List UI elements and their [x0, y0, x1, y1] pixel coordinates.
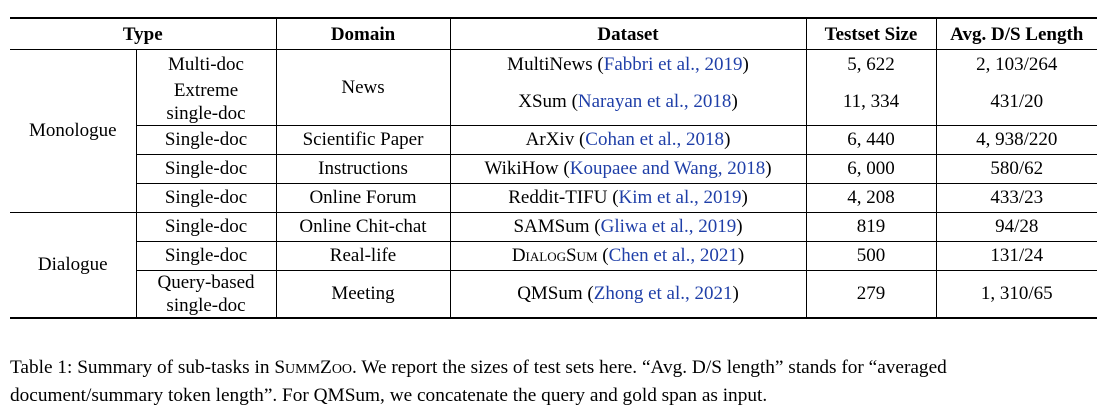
subtype-cell: Single-doc: [135, 211, 277, 241]
caption-label: Table 1:: [10, 357, 73, 378]
table-row: Monologue Multi-doc News MultiNews (Fabb…: [10, 49, 1098, 141]
length-cell: 94/28: [935, 211, 1098, 241]
subtype-cell: Single-doc: [135, 240, 277, 270]
table-row: Single-doc Scientific Paper ArXiv (Cohan…: [10, 124, 1098, 154]
group-dialogue: Dialogue: [10, 211, 136, 318]
header-row: Type Domain Dataset Testset Size Avg. D/…: [10, 18, 1098, 50]
length-cell: 1, 310/65: [935, 269, 1098, 318]
dataset-name: Reddit-TIFU: [508, 187, 608, 208]
citation-link[interactable]: Zhong et al., 2021: [593, 283, 733, 304]
subtype-cell: Single-doc: [135, 124, 277, 154]
header-type: Type: [10, 18, 277, 50]
dataset-cell: XSum (Narayan et al., 2018): [449, 78, 807, 125]
size-cell: 279: [805, 269, 937, 318]
subtype-cell: Single-doc: [135, 182, 277, 212]
size-cell: 819: [805, 211, 937, 241]
dataset-cell: ArXiv (Cohan et al., 2018): [449, 124, 807, 154]
dataset-cell: DialogSum (Chen et al., 2021): [449, 240, 807, 270]
table-row: Dialogue Single-doc Online Chit-chat SAM…: [10, 211, 1098, 318]
size-cell: 4, 208: [805, 182, 937, 212]
dataset-cell: MultiNews (Fabbri et al., 2019): [449, 49, 807, 79]
subtype-line-2: single-doc: [166, 294, 246, 316]
dataset-cell: WikiHow (Koupaee and Wang, 2018): [449, 153, 807, 183]
header-domain: Domain: [275, 18, 451, 50]
table-row: Single-doc Online Forum Reddit-TIFU (Kim…: [10, 182, 1098, 212]
subtype-cell: Query-based single-doc: [135, 269, 277, 318]
citation-link[interactable]: Kim et al., 2019: [618, 187, 742, 208]
size-cell: 6, 440: [805, 124, 937, 154]
domain-cell: Real-life: [275, 240, 451, 270]
dataset-cell: SAMSum (Gliwa et al., 2019): [449, 211, 807, 241]
length-cell: 131/24: [935, 240, 1098, 270]
caption-post: . We report the sizes of test sets here.…: [10, 357, 947, 406]
dataset-name: MultiNews: [507, 53, 593, 75]
summary-table: Type Domain Dataset Testset Size Avg. D/…: [10, 17, 1098, 319]
caption-pre: Summary of sub-tasks in: [77, 357, 270, 378]
domain-cell: Instructions: [275, 153, 451, 183]
group-monologue: Monologue: [28, 120, 117, 142]
table-caption: Table 1: Summary of sub-tasks in SummZoo…: [10, 354, 1100, 410]
citation-link[interactable]: Fabbri et al., 2019: [603, 53, 743, 75]
subtype-cell: Single-doc: [135, 153, 277, 183]
domain-cell: News: [275, 49, 451, 125]
dataset-cell: QMSum (Zhong et al., 2021): [449, 269, 807, 318]
subtype-line-1: Extreme: [173, 79, 239, 101]
length-cell: 2, 103/264: [935, 49, 1098, 79]
domain-cell: Scientific Paper: [275, 124, 451, 154]
table-row: Query-based single-doc Meeting QMSum (Zho…: [10, 269, 1098, 318]
size-cell: 500: [805, 240, 937, 270]
dataset-cell: Reddit-TIFU (Kim et al., 2019): [449, 182, 807, 212]
length-cell: 580/62: [935, 153, 1098, 183]
citation-link[interactable]: Koupaee and Wang, 2018: [569, 158, 766, 179]
citation-link[interactable]: Gliwa et al., 2019: [600, 216, 737, 237]
dataset-name: WikiHow: [484, 158, 559, 179]
domain-cell: Online Forum: [275, 182, 451, 212]
table-row: Single-doc Instructions WikiHow (Koupaee…: [10, 153, 1098, 183]
header-avg-length: Avg. D/S Length: [935, 18, 1098, 50]
subtype-cell: Multi-doc: [135, 49, 277, 79]
length-cell: 431/20: [935, 78, 1098, 125]
domain-cell: Online Chit-chat: [275, 211, 451, 241]
dataset-name: DialogSum: [511, 245, 598, 266]
citation-link[interactable]: Cohan et al., 2018: [585, 129, 725, 150]
citation-link[interactable]: Narayan et al., 2018: [577, 91, 732, 112]
subtype-line-2: single-doc: [166, 102, 246, 124]
size-cell: 6, 000: [805, 153, 937, 183]
caption-benchmark-name: SummZoo: [274, 357, 353, 378]
dataset-name: XSum: [518, 91, 567, 112]
domain-cell: Meeting: [275, 269, 451, 318]
size-cell: 5, 622: [805, 49, 937, 79]
length-cell: 4, 938/220: [935, 124, 1098, 154]
table-row: Extreme single-doc XSum (Narayan et al., …: [10, 78, 1098, 125]
citation-link[interactable]: Chen et al., 2021: [608, 245, 738, 266]
header-dataset: Dataset: [449, 18, 807, 50]
length-cell: 433/23: [935, 182, 1098, 212]
size-cell: 11, 334: [805, 78, 937, 125]
dataset-name: SAMSum: [513, 216, 590, 237]
subtype-cell: Extreme single-doc: [135, 78, 277, 125]
subtype-line-1: Query-based: [157, 271, 255, 293]
header-testset-size: Testset Size: [805, 18, 937, 50]
dataset-name: QMSum: [517, 283, 583, 304]
dataset-name: ArXiv: [525, 129, 575, 150]
table-row: Single-doc Real-life DialogSum (Chen et …: [10, 240, 1098, 270]
